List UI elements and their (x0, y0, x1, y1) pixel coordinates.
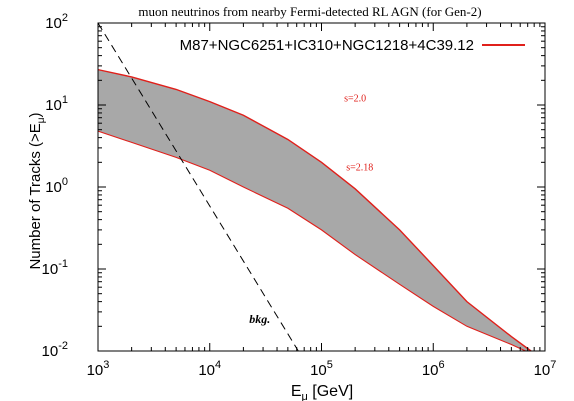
band-lower-edge (97, 130, 526, 352)
x-tick-label: 104 (198, 359, 221, 379)
y-tick-label: 102 (45, 12, 68, 32)
band-layer (97, 68, 532, 352)
background-label: bkg. (249, 312, 270, 326)
x-tick-label: 107 (534, 359, 557, 379)
y-tick-label: 101 (45, 94, 68, 114)
x-axis-label: Eμ [GeV] (291, 383, 353, 401)
x-tick-label: 105 (310, 359, 333, 379)
chart-title: muon neutrinos from nearby Fermi-detecte… (138, 4, 481, 19)
tick-layer: 103 104 105 106 107 10-2 10-1 100 101 102 (42, 12, 557, 379)
band-upper-edge (97, 68, 532, 352)
band-area (98, 69, 531, 351)
y-axis-label: Number of Tracks (>Eμ) (27, 112, 47, 269)
band-annotation: s=2.18 (346, 162, 373, 173)
x-tick-label: 103 (87, 359, 110, 379)
legend-label: M87+NGC6251+IC310+NGC1218+4C39.12 (180, 37, 474, 54)
label-layer: s=2.0 s=2.18 bkg. (249, 94, 373, 326)
y-tick-label: 10-2 (42, 340, 68, 360)
x-tick-label: 106 (422, 359, 445, 379)
legend: M87+NGC6251+IC310+NGC1218+4C39.12 (180, 37, 525, 54)
y-tick-label: 100 (45, 176, 68, 196)
y-tick-label: 10-1 (42, 258, 68, 278)
band-annotation: s=2.0 (344, 94, 366, 105)
